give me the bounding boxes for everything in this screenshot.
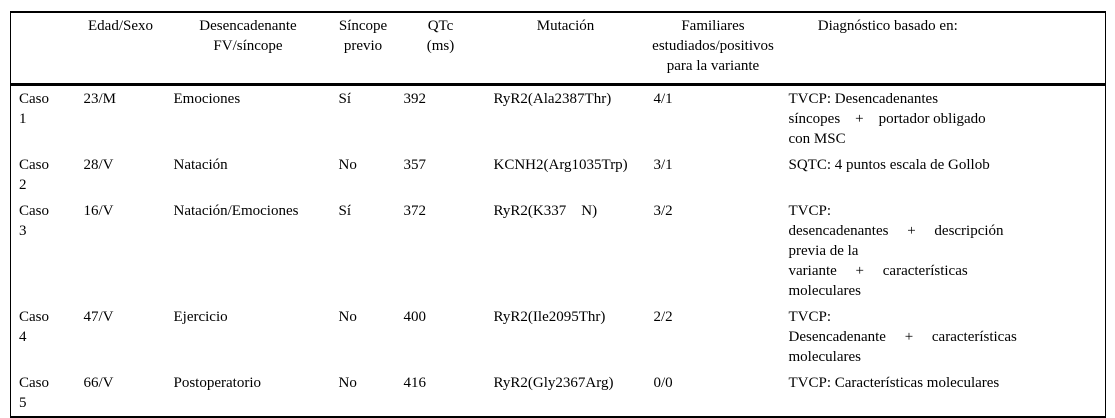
cell-edad-sexo: 16/V [83,203,114,219]
cell-desencadenante: Natación/Emociones [173,203,299,219]
cases-table-frame: Edad/Sexo Desencadenante FV/síncope Sínc… [10,11,1106,418]
cell-mutacion: RyR2(Ile2095Thr) [493,309,606,325]
cell-mutacion: RyR2(K337 N) [493,203,598,219]
col-header-desencadenante: Desencadenante FV/síncope [165,12,331,86]
cell-sincope-previo: No [338,157,357,173]
cell-edad-sexo: 47/V [83,309,114,325]
cases-table: Edad/Sexo Desencadenante FV/síncope Sínc… [10,11,1106,418]
cell-caso: Caso 3 [19,203,49,239]
cell-qtc: 400 [403,309,427,325]
cell-caso: Caso 4 [19,309,49,345]
cell-familiares: 3/2 [653,203,673,219]
cell-sincope-previo: No [338,375,357,391]
cell-sincope-previo: Sí [338,203,352,219]
cell-desencadenante: Postoperatorio [173,375,262,391]
cell-familiares: 3/1 [653,157,673,173]
cell-caso: Caso 5 [19,375,49,411]
cell-sincope-previo: Sí [338,91,352,107]
table-row-caso-5: Caso 5 66/V Postoperatorio No 416 RyR2(G… [11,370,1106,417]
cell-familiares: 0/0 [653,375,673,391]
cell-caso: Caso 1 [19,91,49,127]
table-row-caso-2: Caso 2 28/V Natación No 357 KCNH2(Arg103… [11,152,1106,198]
table-row-caso-4: Caso 4 47/V Ejercicio No 400 RyR2(Ile209… [11,304,1106,370]
cell-familiares: 2/2 [653,309,673,325]
col-header-familiares: Familiares estudiados/positivos para la … [645,12,781,86]
cell-edad-sexo: 28/V [83,157,114,173]
cell-edad-sexo: 23/M [83,91,117,107]
col-header-caso [10,12,76,86]
cell-qtc: 392 [403,91,427,107]
table-row-caso-1: Caso 1 23/M Emociones Sí 392 RyR2(Ala238… [11,85,1106,153]
cell-diagnostico: TVCP: desencadenantes + descripción prev… [788,203,1004,299]
col-header-sincope-previo: Síncope previo [330,12,396,86]
table-row-caso-3: Caso 3 16/V Natación/Emociones Sí 372 Ry… [11,198,1106,304]
cell-qtc: 416 [403,375,427,391]
cell-diagnostico: TVCP: Desencadenantes síncopes + portado… [788,91,986,147]
cell-familiares: 4/1 [653,91,673,107]
cell-desencadenante: Ejercicio [173,309,228,325]
col-header-mutacion: Mutación [485,12,646,86]
cell-caso: Caso 2 [19,157,49,193]
cell-desencadenante: Natación [173,157,228,173]
cell-sincope-previo: No [338,309,357,325]
cell-desencadenante: Emociones [173,91,241,107]
cell-qtc: 357 [403,157,427,173]
col-header-diagnostico: Diagnóstico basado en: [780,12,1106,86]
header-row: Edad/Sexo Desencadenante FV/síncope Sínc… [10,12,1106,86]
cell-mutacion: RyR2(Gly2367Arg) [493,375,614,391]
cell-qtc: 372 [403,203,427,219]
cell-mutacion: RyR2(Ala2387Thr) [493,91,612,107]
col-header-qtc: QTc (ms) [395,12,486,86]
col-header-edad-sexo: Edad/Sexo [75,12,166,86]
cell-mutacion: KCNH2(Arg1035Trp) [493,157,628,173]
cell-edad-sexo: 66/V [83,375,114,391]
cell-diagnostico: TVCP: Características moleculares [788,375,1000,391]
cell-diagnostico: SQTC: 4 puntos escala de Gollob [788,157,990,173]
cell-diagnostico: TVCP: Desencadenante + características m… [788,309,1017,365]
